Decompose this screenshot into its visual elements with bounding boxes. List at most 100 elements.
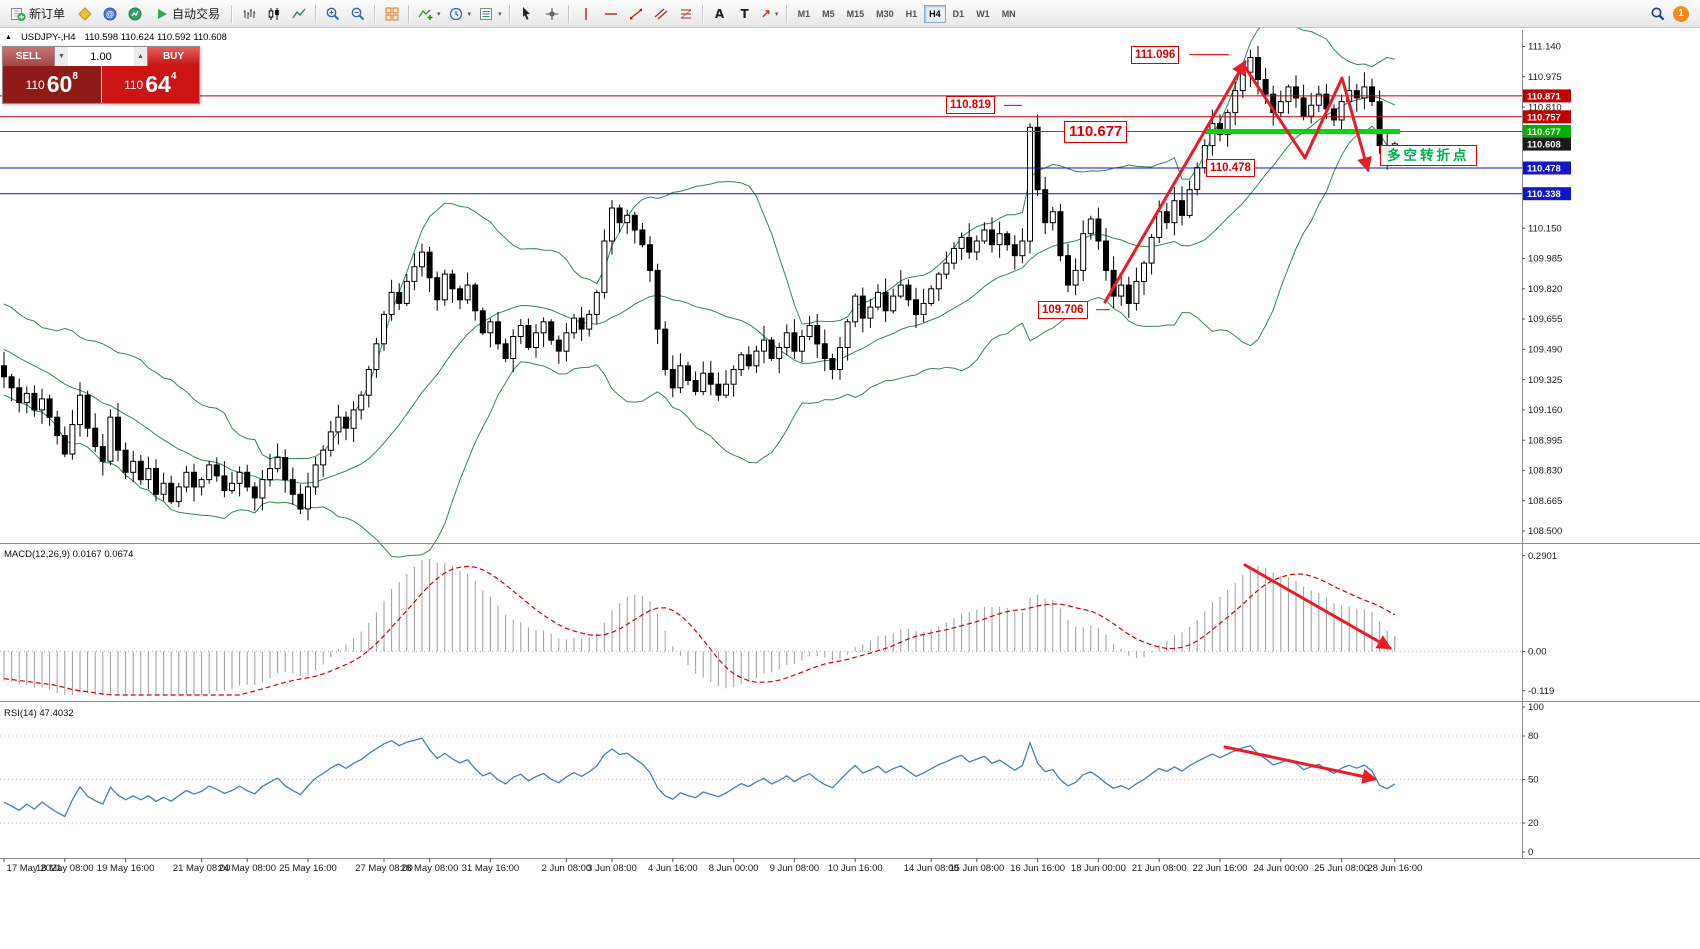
rsi-line — [3, 737, 1396, 818]
svg-text:111.140: 111.140 — [1528, 42, 1561, 53]
svg-text:110.150: 110.150 — [1528, 223, 1562, 234]
buy-price-int: 110 — [124, 77, 144, 92]
horizontal-line-icon — [604, 12, 617, 15]
line-chart-button[interactable] — [287, 3, 311, 25]
svg-text:31 May 16:00: 31 May 16:00 — [462, 863, 520, 874]
market-button[interactable] — [123, 3, 147, 25]
arrows-tool-button[interactable]: ↗ ▾ — [758, 3, 782, 25]
templates-icon — [480, 7, 493, 20]
svg-text:108.665: 108.665 — [1528, 496, 1562, 507]
community-button[interactable]: @ — [98, 3, 122, 25]
timeframe-m15-button[interactable]: M15 — [842, 5, 870, 23]
metaeditor-button[interactable] — [73, 3, 97, 25]
svg-text:50: 50 — [1528, 775, 1539, 786]
chart-canvas[interactable]: 111.140 110.975 110.810 110.150 109.985 109.8… — [0, 28, 1700, 949]
bar-chart-button[interactable] — [237, 3, 261, 25]
buy-button[interactable]: BUY — [147, 47, 199, 66]
svg-text:0.2901: 0.2901 — [1528, 551, 1557, 562]
tile-windows-button[interactable] — [380, 3, 404, 25]
panel-frame — [0, 30, 1700, 859]
chart-window[interactable]: 111.140 110.975 110.810 110.150 109.985 109.8… — [0, 28, 1700, 949]
svg-text:27 May 08:00: 27 May 08:00 — [355, 863, 413, 874]
periods-button[interactable]: ▾ — [445, 3, 475, 25]
svg-text:@: @ — [106, 10, 114, 19]
timeframe-h1-button[interactable]: H1 — [901, 5, 923, 23]
zoom-in-button[interactable] — [321, 3, 345, 25]
main-toolbar: 新订单 @ 自动交易 — [0, 0, 1700, 28]
candles — [1, 46, 1398, 521]
ohlc-values: 110.598 110.624 110.592 110.608 — [84, 32, 227, 43]
text-label-button[interactable]: T — [733, 3, 757, 25]
vertical-line-button[interactable] — [574, 3, 598, 25]
buy-price-button[interactable]: 110 64 4 — [101, 66, 199, 103]
bollinger-bands — [3, 28, 1396, 558]
rsi-label: RSI(14) 47.4032 — [4, 708, 74, 719]
symbol-collapse-icon[interactable]: ▲ — [5, 34, 12, 41]
line-chart-icon — [292, 8, 306, 18]
templates-button[interactable]: ▾ — [475, 3, 505, 25]
channel-button[interactable] — [649, 3, 673, 25]
timeframe-m1-button[interactable]: M1 — [793, 5, 816, 23]
svg-text:109.325: 109.325 — [1528, 375, 1562, 386]
candlestick-chart-button[interactable] — [262, 3, 286, 25]
timeframe-m5-button[interactable]: M5 — [817, 5, 840, 23]
svg-text:24 May 08:00: 24 May 08:00 — [218, 863, 276, 874]
svg-text:21 Jun 08:00: 21 Jun 08:00 — [1132, 863, 1187, 874]
text-tool-icon: A — [714, 6, 725, 21]
toolbar-separator — [315, 4, 318, 23]
market-icon — [128, 7, 142, 20]
macd-down-arrow[interactable] — [1243, 563, 1393, 650]
one-click-trading-panel: SELL ▼ ▲ BUY 110 60 8 110 64 4 — [2, 46, 200, 104]
rsi-down-arrow[interactable] — [1223, 745, 1378, 784]
text-button[interactable]: A — [708, 3, 732, 25]
svg-text:16 Jun 16:00: 16 Jun 16:00 — [1010, 863, 1065, 874]
zoom-out-button[interactable] — [346, 3, 370, 25]
price-axis: 111.140 110.975 110.810 110.150 109.985 109.8… — [1522, 42, 1571, 537]
timeframe-h4-button[interactable]: H4 — [924, 5, 946, 23]
indicators-icon — [418, 9, 433, 20]
svg-text:110.757: 110.757 — [1527, 112, 1561, 123]
timeframe-m30-button[interactable]: M30 — [871, 5, 899, 23]
equidistant-channel-icon — [654, 8, 667, 19]
buy-price-pips: 64 — [145, 71, 171, 97]
svg-text:110.810: 110.810 — [1528, 102, 1562, 113]
indicators-button[interactable]: ▾ — [414, 3, 444, 25]
trendline-button[interactable] — [624, 3, 648, 25]
svg-text:28 May 08:00: 28 May 08:00 — [401, 863, 459, 874]
search-button[interactable] — [1646, 3, 1670, 25]
svg-text:20: 20 — [1528, 818, 1539, 829]
toolbar-separator — [785, 4, 788, 23]
search-icon — [1651, 7, 1665, 20]
candlestick-chart-icon — [268, 7, 279, 20]
volume-down-button[interactable]: ▼ — [55, 47, 68, 66]
community-icon: @ — [103, 7, 117, 20]
timeframe-mn-button[interactable]: MN — [997, 5, 1021, 23]
timeframe-d1-button[interactable]: D1 — [948, 5, 970, 23]
bollinger-middle-band — [3, 95, 1396, 484]
crosshair-button[interactable] — [540, 3, 564, 25]
chart-objects[interactable] — [0, 54, 1522, 784]
timeframe-w1-button[interactable]: W1 — [971, 5, 995, 23]
sell-button[interactable]: SELL — [3, 47, 55, 66]
svg-text:108.995: 108.995 — [1528, 435, 1562, 446]
svg-text:21 May 08:00: 21 May 08:00 — [173, 863, 231, 874]
reversal-zigzag-arrow[interactable] — [1241, 62, 1372, 173]
rally-up-arrow[interactable] — [1103, 59, 1247, 304]
horizontal-line-button[interactable] — [599, 3, 623, 25]
svg-text:109.985: 109.985 — [1528, 254, 1562, 265]
svg-text:24 Jun 00:00: 24 Jun 00:00 — [1253, 863, 1308, 874]
autotrading-button[interactable]: 自动交易 — [148, 3, 227, 25]
bar-chart-icon — [243, 8, 256, 19]
volume-up-button[interactable]: ▲ — [134, 47, 147, 66]
zoom-out-icon — [351, 7, 365, 20]
volume-input[interactable] — [68, 47, 134, 66]
fibonacci-icon — [680, 9, 691, 18]
new-order-button[interactable]: 新订单 — [3, 3, 72, 25]
svg-text:15 Jun 08:00: 15 Jun 08:00 — [949, 863, 1004, 874]
notification-badge[interactable]: 1 — [1673, 5, 1689, 22]
sell-price-button[interactable]: 110 60 8 — [3, 66, 102, 103]
cursor-button[interactable] — [515, 3, 539, 25]
fibonacci-button[interactable] — [674, 3, 698, 25]
toolbar-separator — [701, 4, 704, 23]
